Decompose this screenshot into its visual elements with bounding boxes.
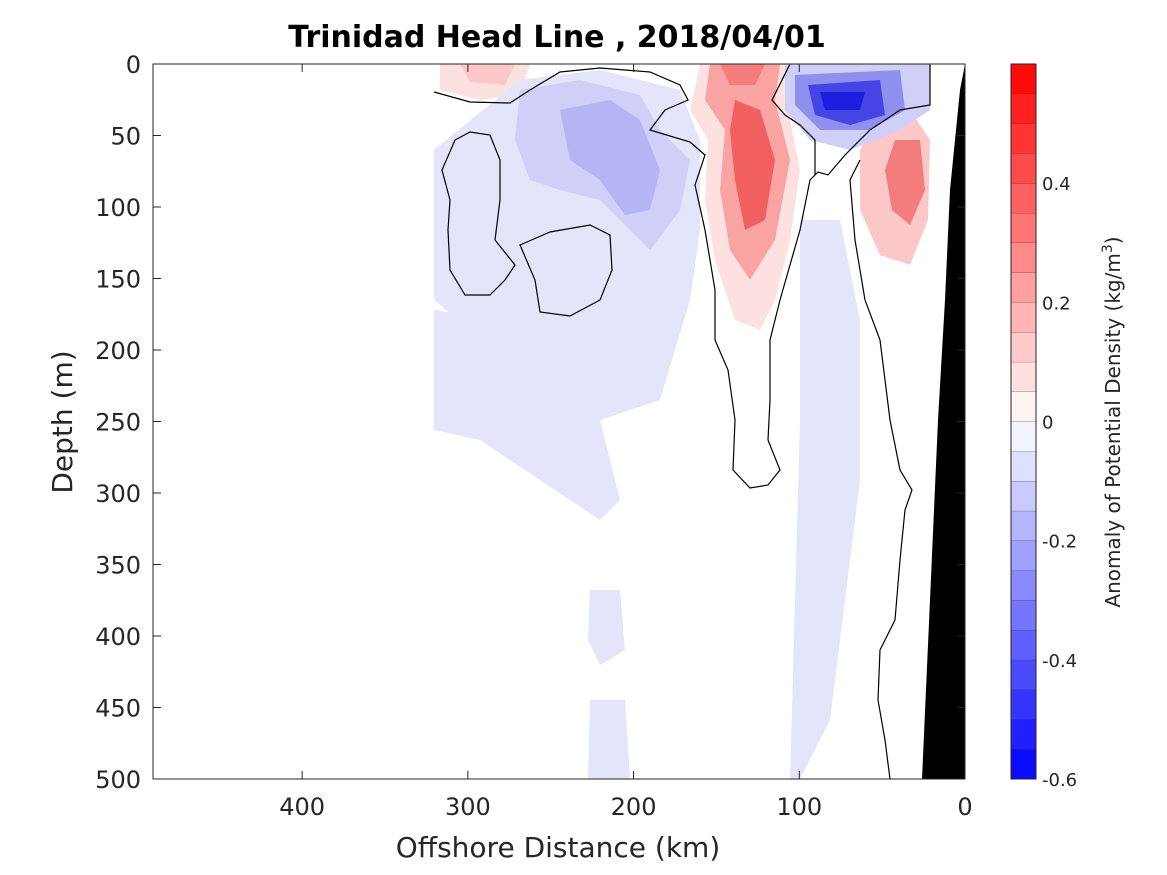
colorbar — [1010, 63, 1037, 780]
colorbar-title-exponent: 3 — [1100, 244, 1116, 253]
colorbar-segment — [1011, 600, 1036, 631]
x-axis: 400 300 200 100 0 — [279, 64, 973, 821]
chart-title: Trinidad Head Line , 2018/04/01 — [288, 20, 825, 55]
colorbar-segment — [1011, 272, 1036, 303]
colorbar-title-suffix: ) — [1101, 236, 1125, 244]
bathymetry-seafloor — [922, 64, 965, 779]
y-tick-label: 450 — [95, 695, 141, 723]
y-tick-label: 250 — [95, 409, 141, 437]
colorbar-segment — [1011, 659, 1036, 690]
x-tick-label: 100 — [776, 793, 822, 821]
zero-contour-line — [433, 64, 931, 489]
zero-contours — [433, 64, 931, 779]
x-tick-label: 300 — [445, 793, 491, 821]
colorbar-segment — [1011, 391, 1036, 422]
colorbar-segment — [1011, 153, 1036, 184]
colorbar-segment — [1011, 361, 1036, 392]
colorbar-segment — [1011, 719, 1036, 750]
colorbar-segment — [1011, 64, 1036, 94]
x-axis-title: Offshore Distance (km) — [396, 831, 721, 864]
y-tick-label: 50 — [110, 123, 141, 151]
anomaly-patch-surface-dense — [720, 64, 765, 85]
colorbar-segment — [1011, 510, 1036, 541]
y-tick-label: 400 — [95, 623, 141, 651]
zero-contour-line — [519, 224, 613, 317]
y-tick-label: 350 — [95, 552, 141, 580]
y-tick-label: 300 — [95, 480, 141, 508]
colorbar-segment — [1011, 630, 1036, 660]
colorbar-segment — [1011, 749, 1036, 779]
anomaly-patch-bottom-light — [588, 700, 630, 779]
colorbar-segment — [1011, 689, 1036, 720]
colorbar-axis: 0.4 0.2 0 -0.2 -0.4 -0.6 — [1042, 174, 1077, 791]
colorbar-segment — [1011, 183, 1036, 213]
plot-area — [153, 64, 965, 779]
colorbar-tick-label: -0.2 — [1042, 532, 1077, 553]
x-tick-label: 400 — [279, 793, 325, 821]
anomaly-patch-deep-light-offshore — [434, 310, 620, 520]
y-tick-label: 200 — [95, 337, 141, 365]
zero-contour-line — [441, 131, 516, 296]
y-tick-label: 500 — [95, 766, 141, 794]
zero-contour-line — [771, 64, 816, 175]
negative-anomaly-patches — [434, 64, 930, 779]
colorbar-frame — [1010, 63, 1037, 780]
y-tick-label: 100 — [95, 194, 141, 222]
colorbar-segment — [1011, 93, 1036, 124]
anomaly-patch-deep-light-lower — [588, 590, 625, 665]
colorbar-tick-label: 0.2 — [1042, 293, 1071, 314]
colorbar-segment — [1011, 242, 1036, 273]
colorbar-segment — [1011, 421, 1036, 452]
colorbar-segment — [1011, 481, 1036, 511]
y-tick-label: 0 — [126, 51, 141, 79]
anomaly-patch-coastal-dense-core — [885, 140, 925, 225]
anomaly-patch-nearshore-dense-peak — [730, 100, 775, 230]
colorbar-segment — [1011, 540, 1036, 571]
colorbar-segment — [1011, 570, 1036, 601]
x-tick-label: 0 — [957, 793, 972, 821]
colorbar-title: Anomaly of Potential Density (kg/m3) — [1100, 236, 1125, 607]
anomaly-patch-deep-light — [790, 220, 860, 779]
colorbar-segment — [1011, 302, 1036, 333]
anomaly-patch-offshore-surface-dense-core — [460, 64, 515, 85]
colorbar-tick-label: 0.4 — [1042, 174, 1071, 195]
colorbar-segment — [1011, 212, 1036, 243]
x-tick-label: 200 — [611, 793, 657, 821]
y-axis-title: Depth (m) — [46, 350, 79, 493]
colorbar-tick-label: -0.6 — [1042, 770, 1077, 791]
colorbar-segment — [1011, 451, 1036, 482]
colorbar-title-prefix: Anomaly of Potential Density (kg/m — [1101, 253, 1125, 607]
anomaly-patch-surface-light-peak — [820, 92, 865, 110]
zero-contour-line — [849, 159, 913, 779]
y-tick-label: 150 — [95, 266, 141, 294]
colorbar-segment — [1011, 332, 1036, 362]
colorbar-tick-label: -0.4 — [1042, 651, 1077, 672]
anomaly-patch-offshore-light-core — [560, 100, 660, 215]
colorbar-tick-label: 0 — [1042, 413, 1053, 434]
colorbar-segment — [1011, 123, 1036, 154]
y-axis: 0 50 100 150 200 250 300 350 400 450 500 — [95, 51, 965, 794]
